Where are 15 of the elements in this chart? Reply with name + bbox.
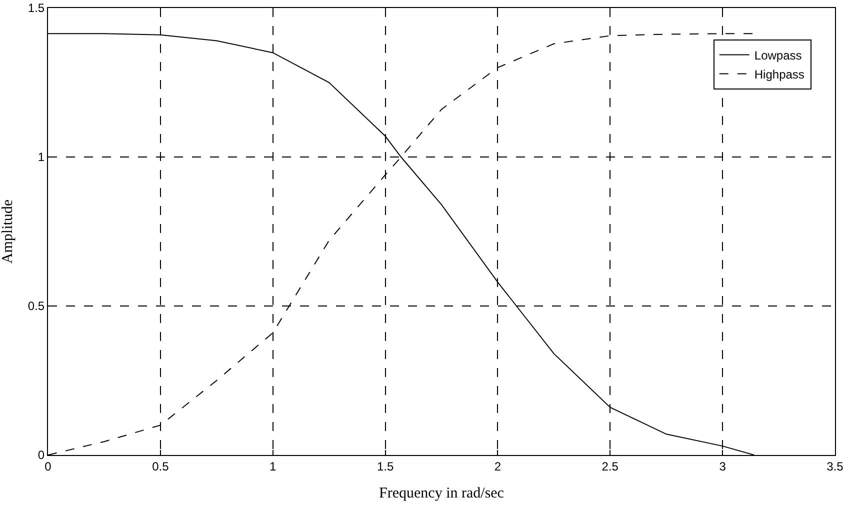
x-tick-label: 1.5 bbox=[376, 459, 394, 474]
x-axis-title: Frequency in rad/sec bbox=[379, 485, 504, 502]
x-tick-label: 0.5 bbox=[152, 459, 170, 474]
y-tick-label: 0.5 bbox=[28, 299, 45, 314]
y-axis-title: Amplitude bbox=[0, 199, 16, 264]
legend-label: Lowpass bbox=[754, 48, 802, 62]
y-tick-label: 1.5 bbox=[28, 1, 45, 16]
legend-label: Highpass bbox=[754, 67, 804, 82]
x-tick-label: 2.5 bbox=[602, 459, 619, 474]
x-tick-label: 3 bbox=[719, 459, 726, 474]
y-tick-label: 1 bbox=[38, 150, 45, 164]
x-tick-label: 2 bbox=[494, 459, 502, 474]
x-tick-label: 3.5 bbox=[826, 459, 844, 474]
x-tick-label: 1 bbox=[270, 459, 277, 474]
y-tick-label: 0 bbox=[38, 448, 45, 462]
